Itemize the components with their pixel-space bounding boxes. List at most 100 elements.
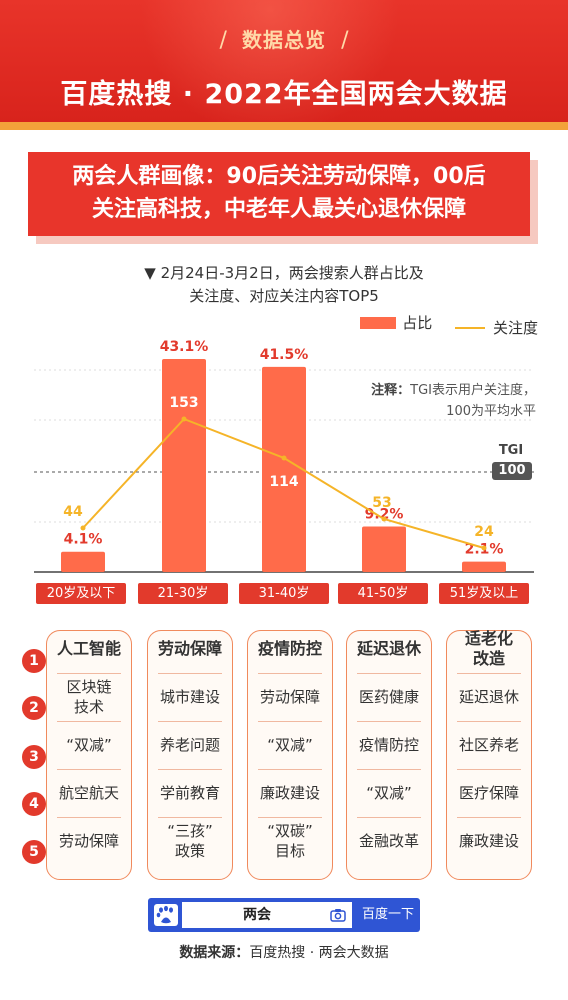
- topic-item: 疫情防控: [257, 639, 322, 658]
- slash-decoration: /: [219, 28, 227, 53]
- topic-item: 城市建设: [159, 688, 220, 706]
- card-divider: [158, 721, 222, 722]
- bar-4: [362, 526, 406, 572]
- rank-marker-5: 5: [22, 840, 46, 864]
- rank-marker-3: 3: [22, 745, 46, 769]
- card-divider: [258, 673, 322, 674]
- bar-label-3: 41.5%: [260, 347, 309, 363]
- topic-item: 金融改革: [358, 832, 419, 850]
- age-tab-1: 20岁及以下: [36, 583, 126, 604]
- headline-line-1: 两会人群画像：90后关注劳动保障，00后: [36, 160, 522, 193]
- bar-label-2: 43.1%: [160, 339, 209, 355]
- topic-item: 廉政建设: [458, 832, 519, 850]
- legend-bar-swatch: [360, 316, 397, 329]
- card-divider: [357, 817, 421, 818]
- age-tab-5: 51岁及以上: [439, 583, 529, 604]
- topic-card-3: 疫情防控劳动保障 “双减” 廉政建设 “双碳” 目标: [247, 630, 333, 880]
- topic-item: 延迟退休: [356, 639, 421, 658]
- age-tab-2: 21-30岁: [138, 583, 228, 604]
- section-title-row: / 数据总览 /: [0, 24, 568, 53]
- search-input[interactable]: 两会: [182, 902, 352, 928]
- note-line-1: TGI表示用户关注度，: [410, 383, 536, 398]
- data-source: 数据来源：百度热搜 · 两会大数据: [0, 942, 568, 962]
- card-divider: [158, 817, 222, 818]
- legend-line-swatch: [454, 326, 485, 329]
- card-divider: [457, 817, 521, 818]
- main-title: 百度热搜 · 2022年全国两会大数据: [60, 79, 508, 110]
- search-query: 两会: [243, 907, 271, 923]
- card-divider: [357, 721, 421, 722]
- topic-item: “双减”: [66, 736, 112, 754]
- topic-item: 学前教育: [159, 784, 220, 802]
- legend-line-label: 关注度: [492, 319, 538, 337]
- topic-item: 适老化 改造: [464, 629, 513, 668]
- camera-icon[interactable]: [330, 907, 346, 923]
- source-text: 百度热搜 · 两会大数据: [249, 945, 389, 961]
- legend-item-bar: 占比: [360, 312, 432, 333]
- baidu-search-bar: 两会 百度一下: [148, 898, 420, 932]
- chart-caption-line-1: ▼ 2月24日-3月2日，两会搜索人群占比及: [144, 264, 424, 282]
- topic-item: “三孩” 政策: [167, 822, 213, 860]
- headline-line1-rest: 90后关注劳动保障，00后: [226, 164, 486, 189]
- baidu-paw-icon: [154, 904, 178, 926]
- card-divider: [158, 769, 222, 770]
- headline-line-2: 关注高科技，中老年人最关心退休保障: [91, 197, 466, 222]
- card-divider: [457, 769, 521, 770]
- topic-card-5: 适老化 改造延迟退休社区养老医疗保障廉政建设: [446, 629, 532, 880]
- chart-note: 注释：TGI表示用户关注度， 100为平均水平: [371, 380, 536, 422]
- tgi-label-5: 24: [474, 524, 494, 540]
- bar-label-1: 4.1%: [64, 532, 103, 548]
- topic-item: 人工智能: [56, 639, 121, 658]
- topic-item: 劳动保障: [58, 832, 119, 850]
- topic-item: 养老问题: [159, 736, 220, 754]
- header-glow: [140, 0, 400, 122]
- card-divider: [457, 673, 521, 674]
- tgi-point-5: [481, 545, 487, 551]
- topic-item: “双减”: [366, 784, 412, 802]
- source-label: 数据来源：: [179, 945, 250, 961]
- chart-caption-line-2: 关注度、对应关注内容TOP5: [189, 287, 379, 305]
- note-label: 注释：: [371, 383, 411, 398]
- topic-item: 区块链 技术: [66, 678, 112, 716]
- section-title: 数据总览: [242, 28, 326, 52]
- topic-item: 廉政建设: [259, 784, 320, 802]
- card-divider: [57, 721, 121, 722]
- topic-item: 延迟退休: [458, 688, 519, 706]
- topic-card-2: 劳动保障城市建设养老问题学前教育 “三孩” 政策: [147, 630, 233, 880]
- card-divider: [258, 769, 322, 770]
- card-divider: [258, 721, 322, 722]
- bar-3: [262, 366, 306, 572]
- chart-legend: 占比 关注度: [342, 312, 538, 338]
- topic-item: 医疗保障: [458, 784, 519, 802]
- header-stripe: [0, 122, 568, 130]
- tgi-point-2: [181, 416, 187, 422]
- legend-item-line: 关注度: [454, 317, 538, 338]
- topic-item: 劳动保障: [259, 688, 320, 706]
- card-divider: [57, 817, 121, 818]
- age-tab-4: 41-50岁: [338, 583, 428, 604]
- tgi-value-badge: 100: [492, 462, 532, 480]
- header-banner: / 数据总览 / 百度热搜 · 2022年全国两会大数据: [0, 0, 568, 122]
- search-button[interactable]: 百度一下: [361, 907, 414, 922]
- card-divider: [457, 721, 521, 722]
- tgi-label-3: 114: [269, 474, 298, 490]
- tgi-point-3: [281, 455, 287, 461]
- topic-item: “双减”: [267, 736, 313, 754]
- card-divider: [258, 817, 322, 818]
- rank-marker-1: 1: [22, 649, 46, 673]
- topic-item: 疫情防控: [358, 736, 419, 754]
- topic-item: 劳动保障: [157, 639, 222, 658]
- tgi-point-1: [80, 525, 86, 531]
- tgi-label-1: 44: [63, 504, 83, 520]
- bar-2: [162, 359, 206, 572]
- tgi-label-2: 153: [169, 395, 198, 411]
- topic-item: 社区养老: [458, 736, 519, 754]
- card-divider: [357, 769, 421, 770]
- card-divider: [57, 769, 121, 770]
- tgi-point-4: [381, 516, 387, 522]
- headline-lead: 两会人群画像：: [72, 164, 227, 189]
- rank-marker-2: 2: [22, 696, 46, 720]
- topic-item: 医药健康: [358, 688, 419, 706]
- topic-item: “双碳” 目标: [267, 822, 313, 860]
